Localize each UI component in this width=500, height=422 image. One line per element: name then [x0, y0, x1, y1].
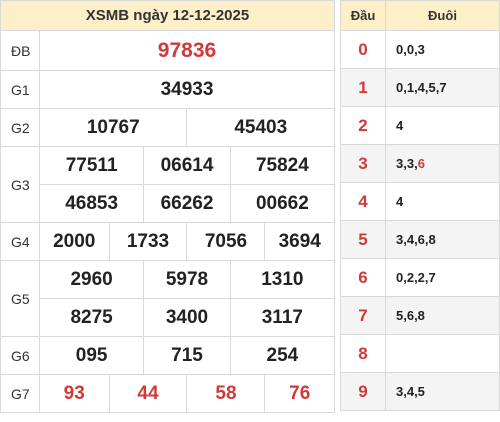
prize-row-db: ĐB 97836 [0, 30, 335, 71]
prize-label: G7 [0, 374, 40, 413]
results-title: XSMB ngày 12-12-2025 [0, 0, 335, 31]
tail-digits: 4 [385, 106, 500, 145]
prize-row-g2: G2 10767 45403 [0, 108, 335, 147]
head-digit: 1 [340, 68, 386, 107]
prize-value: 06614 [143, 146, 231, 185]
tail-digits: 5,6,8 [385, 296, 500, 335]
tail-digit-highlight: 6 [417, 156, 425, 171]
prize-value: 93 [39, 374, 110, 413]
loto-row: 2 4 [340, 106, 500, 145]
prize-value: 3400 [143, 298, 231, 337]
tail-digits [385, 334, 500, 373]
head-digit: 0 [340, 30, 386, 69]
prize-row-g7: G7 93 44 58 76 [0, 374, 335, 413]
prize-value: 97836 [39, 30, 335, 71]
prize-value: 77511 [38, 146, 145, 185]
prize-value: 58 [186, 374, 266, 413]
prize-label: ĐB [0, 30, 40, 71]
loto-row: 7 5,6,8 [340, 296, 500, 335]
loto-table: Đầu Đuôi 0 0,0,3 1 0,1,4,5,7 2 4 3 3,3,6… [340, 0, 500, 411]
tail-digits: 4 [385, 182, 500, 221]
loto-row: 3 3,3,6 [340, 144, 500, 183]
tail-digits: 3,4,6,8 [385, 220, 500, 259]
prize-value: 75824 [229, 146, 336, 185]
tail-digits: 0,1,4,5,7 [385, 68, 500, 107]
loto-row: 4 4 [340, 182, 500, 221]
loto-row: 5 3,4,6,8 [340, 220, 500, 259]
prize-value: 45403 [186, 108, 335, 147]
tail-digits-prefix: 3,3, [396, 156, 418, 171]
prize-value: 3117 [229, 298, 336, 337]
tail-digits: 3,4,5 [385, 372, 500, 411]
prize-row-g4: G4 2000 1733 7056 3694 [0, 222, 335, 261]
prize-row-g3b: 46853 66262 00662 [1, 184, 336, 223]
prize-row-g5b: 8275 3400 3117 [1, 298, 336, 337]
prize-value: 715 [143, 336, 231, 375]
prize-label: G3 [0, 146, 40, 223]
prize-value: 66262 [143, 184, 231, 223]
loto-row: 0 0,0,3 [340, 30, 500, 69]
prize-row-g5: G5 2960 5978 1310 [0, 260, 336, 337]
head-digit: 6 [340, 258, 386, 297]
prize-value: 5978 [143, 260, 231, 299]
prize-value: 10767 [38, 108, 188, 147]
prize-label: G1 [0, 70, 40, 109]
prize-value: 3694 [264, 222, 335, 261]
tail-column-header: Đuôi [385, 0, 500, 31]
prize-value: 00662 [229, 184, 336, 223]
prize-value: 7056 [186, 222, 266, 261]
prize-label: G2 [0, 108, 40, 147]
tail-digits: 0,0,3 [385, 30, 500, 69]
head-digit: 8 [340, 334, 386, 373]
prize-row-g3: G3 77511 06614 75824 [0, 146, 336, 223]
prize-value: 44 [108, 374, 188, 413]
prize-value: 1733 [108, 222, 188, 261]
head-digit: 4 [340, 182, 386, 221]
loto-row: 1 0,1,4,5,7 [340, 68, 500, 107]
prize-value: 76 [264, 374, 335, 413]
head-digit: 2 [340, 106, 386, 145]
prize-value: 8275 [38, 298, 145, 337]
prize-value: 095 [38, 336, 145, 375]
head-digit: 7 [340, 296, 386, 335]
head-digit: 5 [340, 220, 386, 259]
head-column-header: Đầu [340, 0, 386, 31]
tail-digits: 3,3,6 [385, 144, 500, 183]
head-digit: 3 [340, 144, 386, 183]
prize-value: 34933 [39, 70, 335, 109]
prize-value: 2000 [39, 222, 110, 261]
prize-value: 46853 [38, 184, 145, 223]
prize-value: 2960 [38, 260, 145, 299]
loto-row: 9 3,4,5 [340, 372, 500, 411]
prize-value: 254 [229, 336, 336, 375]
prize-row-g1: G1 34933 [0, 70, 335, 109]
tail-digits: 0,2,2,7 [385, 258, 500, 297]
prize-row-g6: G6 095 715 254 [0, 336, 336, 375]
prize-label: G4 [0, 222, 40, 261]
prize-label: G6 [0, 336, 40, 375]
prize-label: G5 [0, 260, 40, 337]
results-table: XSMB ngày 12-12-2025 ĐB 97836 G1 34933 G… [0, 0, 336, 413]
head-digit: 9 [340, 372, 386, 411]
prize-value: 1310 [229, 260, 336, 299]
loto-row: 8 [340, 334, 500, 373]
loto-row: 6 0,2,2,7 [340, 258, 500, 297]
